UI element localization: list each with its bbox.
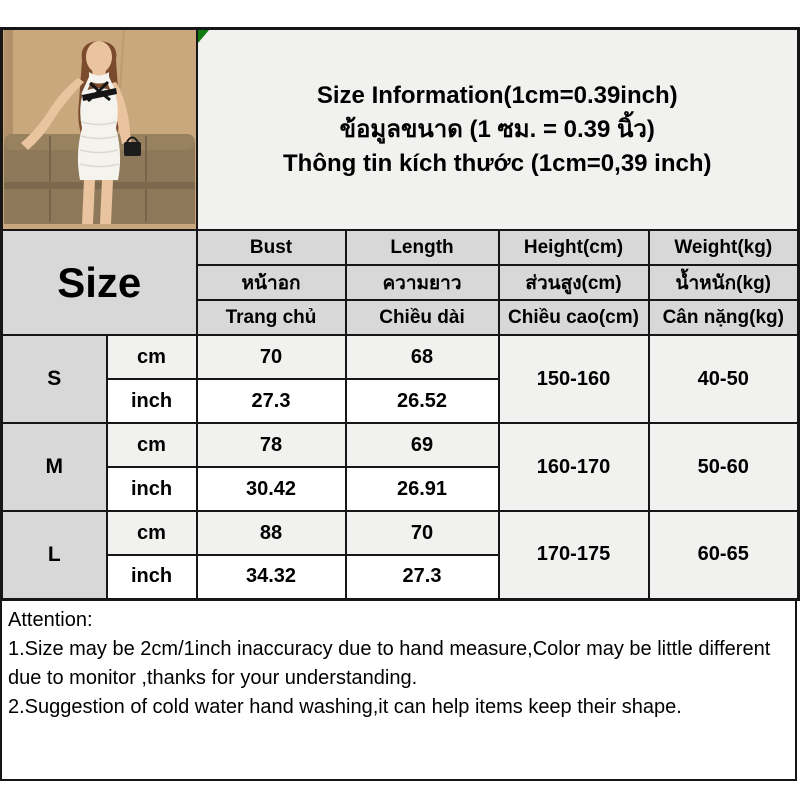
cell-s-height: 150-160: [497, 334, 650, 424]
cell-l-weight: 60-65: [647, 510, 800, 600]
attention-note-1: 1.Size may be 2cm/1inch inaccuracy due t…: [8, 637, 771, 689]
cell-l-length-cm: 70: [344, 510, 500, 556]
cell-l-bust-inch: 34.32: [195, 554, 347, 600]
col-header-bust-vi: Trang chủ: [195, 299, 347, 336]
col-header-length-vi: Chiều dài: [344, 299, 500, 336]
product-photo: [0, 27, 198, 231]
cell-s-weight: 40-50: [647, 334, 800, 424]
unit-label-inch: inch: [105, 378, 198, 424]
cell-m-height: 160-170: [497, 422, 650, 512]
cell-s-length-inch: 26.52: [344, 378, 500, 424]
cell-m-bust-cm: 78: [195, 422, 347, 468]
col-header-height-en: Height(cm): [497, 229, 650, 266]
col-header-length-th: ความยาว: [344, 264, 500, 301]
cell-m-length-inch: 26.91: [344, 466, 500, 512]
row-label-size-l: L: [0, 510, 108, 600]
col-header-height-vi: Chiều cao(cm): [497, 299, 650, 336]
title-vietnamese: Thông tin kích thước (1cm=0,39 inch): [283, 149, 712, 177]
unit-label-cm: cm: [105, 510, 198, 556]
attention-heading: Attention:: [8, 608, 93, 631]
col-header-length-en: Length: [344, 229, 500, 266]
col-header-bust-en: Bust: [195, 229, 347, 266]
title-cell: Size Information(1cm=0.39inch) ข้อมูลขนา…: [195, 27, 800, 231]
attention-notes: Attention: 1.Size may be 2cm/1inch inacc…: [0, 600, 797, 781]
size-table: Size Information(1cm=0.39inch) ข้อมูลขนา…: [0, 27, 800, 601]
unit-label-inch: inch: [105, 466, 198, 512]
product-photo-illustration: [3, 30, 195, 224]
green-corner-flag-icon: [198, 30, 209, 43]
col-header-height-th: ส่วนสูง(cm): [497, 264, 650, 301]
title-english: Size Information(1cm=0.39inch): [316, 81, 678, 109]
unit-label-cm: cm: [105, 334, 198, 380]
row-label-size-s: S: [0, 334, 108, 424]
attention-note-2: 2.Suggestion of cold water hand washing,…: [8, 695, 682, 718]
unit-label-inch: inch: [105, 554, 198, 600]
unit-label-cm: cm: [105, 422, 198, 468]
cell-l-bust-cm: 88: [195, 510, 347, 556]
cell-m-length-cm: 69: [344, 422, 500, 468]
col-header-weight-vi: Cân nặng(kg): [647, 299, 800, 336]
title-thai: ข้อมูลขนาด (1 ซม. = 0.39 นิ้ว): [339, 115, 655, 143]
col-header-weight-en: Weight(kg): [647, 229, 800, 266]
cell-s-bust-inch: 27.3: [195, 378, 347, 424]
cell-l-length-inch: 27.3: [344, 554, 500, 600]
col-header-bust-th: หน้าอก: [195, 264, 347, 301]
cell-s-length-cm: 68: [344, 334, 500, 380]
col-header-weight-th: น้ำหนัก(kg): [647, 264, 800, 301]
cell-m-bust-inch: 30.42: [195, 466, 347, 512]
cell-s-bust-cm: 70: [195, 334, 347, 380]
cell-l-height: 170-175: [497, 510, 650, 600]
size-corner-label: Size: [0, 229, 198, 336]
cell-m-weight: 50-60: [647, 422, 800, 512]
row-label-size-m: M: [0, 422, 108, 512]
